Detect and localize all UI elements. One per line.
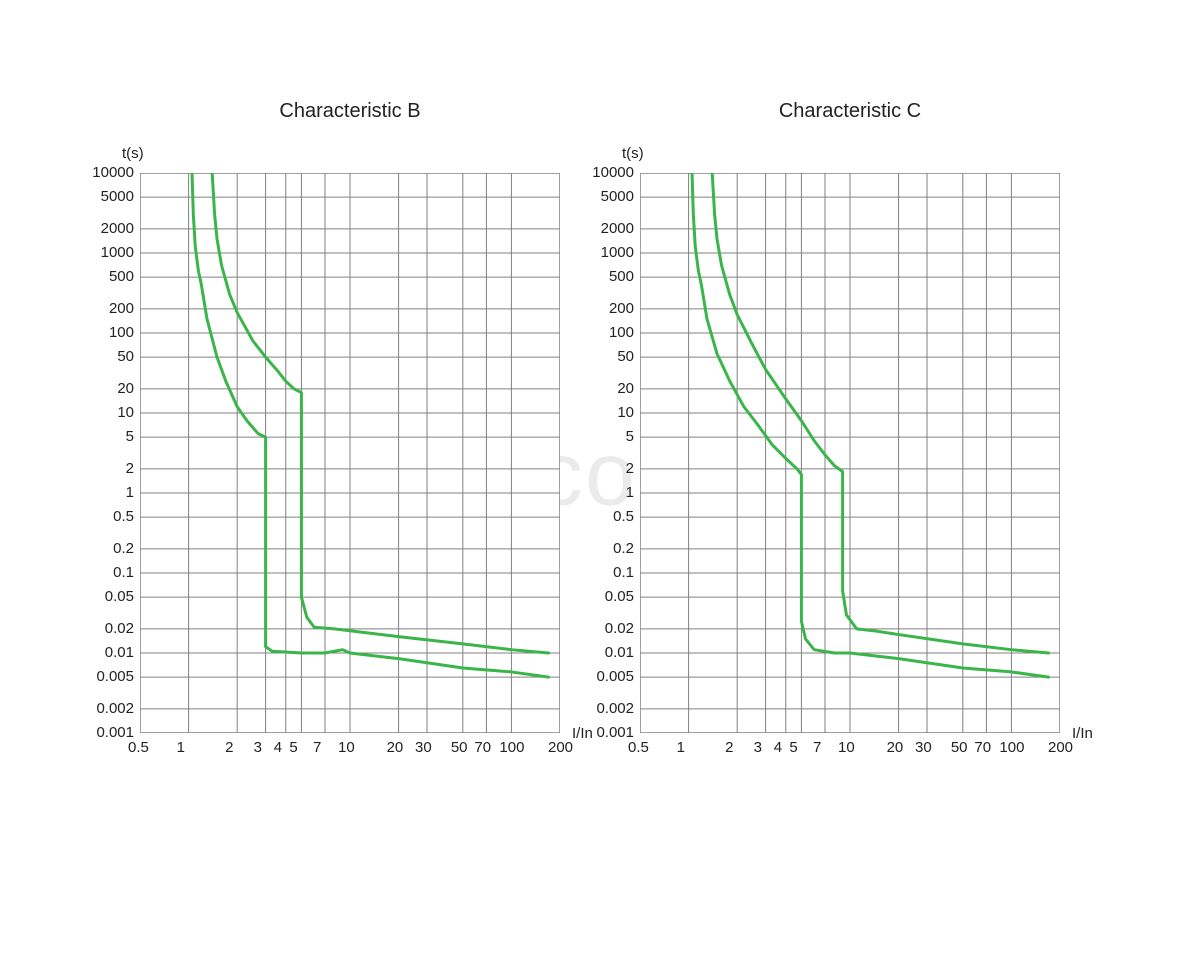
y-tick-label: 10000 — [584, 164, 634, 181]
y-tick-label: 500 — [84, 268, 134, 285]
x-tick-label: 50 — [451, 739, 468, 756]
x-tick-label: 200 — [548, 739, 573, 756]
x-tick-label: 4 — [774, 739, 782, 756]
x-tick-label: 2 — [725, 739, 733, 756]
x-tick-label: 10 — [338, 739, 355, 756]
x-tick-label: 3 — [754, 739, 762, 756]
y-tick-label: 5000 — [84, 188, 134, 205]
x-tick-label: 70 — [974, 739, 991, 756]
y-tick-label: 2000 — [84, 220, 134, 237]
y-tick-label: 1 — [84, 484, 134, 501]
x-tick-label: 30 — [915, 739, 932, 756]
y-tick-label: 0.002 — [84, 700, 134, 717]
y-tick-label: 0.1 — [84, 564, 134, 581]
chart-title: Characteristic C — [640, 100, 1060, 123]
x-tick-label: 5 — [289, 739, 297, 756]
charts-container: Characteristic B t(s)I/In0.0010.0020.005… — [0, 0, 1200, 733]
chart-plot — [140, 173, 560, 733]
y-tick-label: 200 — [84, 300, 134, 317]
x-tick-label: 50 — [951, 739, 968, 756]
y-tick-label: 0.1 — [584, 564, 634, 581]
chart-characteristic-c: Characteristic C t(s)I/In0.0010.0020.005… — [640, 100, 1060, 733]
x-tick-label: 1 — [177, 739, 185, 756]
x-tick-label: 200 — [1048, 739, 1073, 756]
x-tick-label: 5 — [789, 739, 797, 756]
y-tick-label: 5000 — [584, 188, 634, 205]
y-tick-label: 1000 — [84, 244, 134, 261]
y-tick-label: 20 — [584, 380, 634, 397]
y-tick-label: 2 — [84, 460, 134, 477]
x-tick-label: 1 — [677, 739, 685, 756]
y-tick-label: 100 — [584, 324, 634, 341]
y-tick-label: 0.05 — [584, 588, 634, 605]
x-tick-label: 30 — [415, 739, 432, 756]
y-tick-label: 10000 — [84, 164, 134, 181]
x-tick-label: 100 — [499, 739, 524, 756]
x-tick-label: 3 — [254, 739, 262, 756]
x-tick-label: 7 — [313, 739, 321, 756]
x-tick-label: 7 — [813, 739, 821, 756]
y-tick-label: 0.2 — [84, 540, 134, 557]
y-tick-label: 0.001 — [84, 724, 134, 741]
y-tick-label: 0.05 — [84, 588, 134, 605]
x-tick-label: 0.5 — [628, 739, 649, 756]
y-tick-label: 100 — [84, 324, 134, 341]
y-tick-label: 500 — [584, 268, 634, 285]
x-tick-label: 20 — [387, 739, 404, 756]
y-tick-label: 0.5 — [84, 508, 134, 525]
y-tick-label: 2 — [584, 460, 634, 477]
y-tick-label: 0.02 — [584, 620, 634, 637]
y-tick-label: 0.5 — [584, 508, 634, 525]
x-tick-label: 4 — [274, 739, 282, 756]
x-tick-label: 0.5 — [128, 739, 149, 756]
y-axis-label: t(s) — [622, 145, 644, 162]
y-tick-label: 5 — [584, 428, 634, 445]
y-tick-label: 0.005 — [584, 668, 634, 685]
y-axis-label: t(s) — [122, 145, 144, 162]
y-tick-label: 0.02 — [84, 620, 134, 637]
x-tick-label: 70 — [474, 739, 491, 756]
y-tick-label: 1 — [584, 484, 634, 501]
y-tick-label: 0.01 — [84, 644, 134, 661]
y-tick-label: 20 — [84, 380, 134, 397]
y-tick-label: 200 — [584, 300, 634, 317]
chart-title: Characteristic B — [140, 100, 560, 123]
y-tick-label: 0.2 — [584, 540, 634, 557]
chart-plot — [640, 173, 1060, 733]
y-tick-label: 5 — [84, 428, 134, 445]
y-tick-label: 0.005 — [84, 668, 134, 685]
x-tick-label: 10 — [838, 739, 855, 756]
x-tick-label: 20 — [887, 739, 904, 756]
y-tick-label: 0.001 — [584, 724, 634, 741]
x-tick-label: 2 — [225, 739, 233, 756]
y-tick-label: 50 — [84, 348, 134, 365]
y-tick-label: 50 — [584, 348, 634, 365]
y-tick-label: 0.002 — [584, 700, 634, 717]
x-axis-label: I/In — [1072, 725, 1093, 742]
chart-characteristic-b: Characteristic B t(s)I/In0.0010.0020.005… — [140, 100, 560, 733]
trip-curve-lower — [692, 173, 1049, 677]
y-tick-label: 0.01 — [584, 644, 634, 661]
trip-curve-lower — [192, 173, 549, 677]
y-tick-label: 10 — [84, 404, 134, 421]
y-tick-label: 2000 — [584, 220, 634, 237]
y-tick-label: 10 — [584, 404, 634, 421]
y-tick-label: 1000 — [584, 244, 634, 261]
x-tick-label: 100 — [999, 739, 1024, 756]
